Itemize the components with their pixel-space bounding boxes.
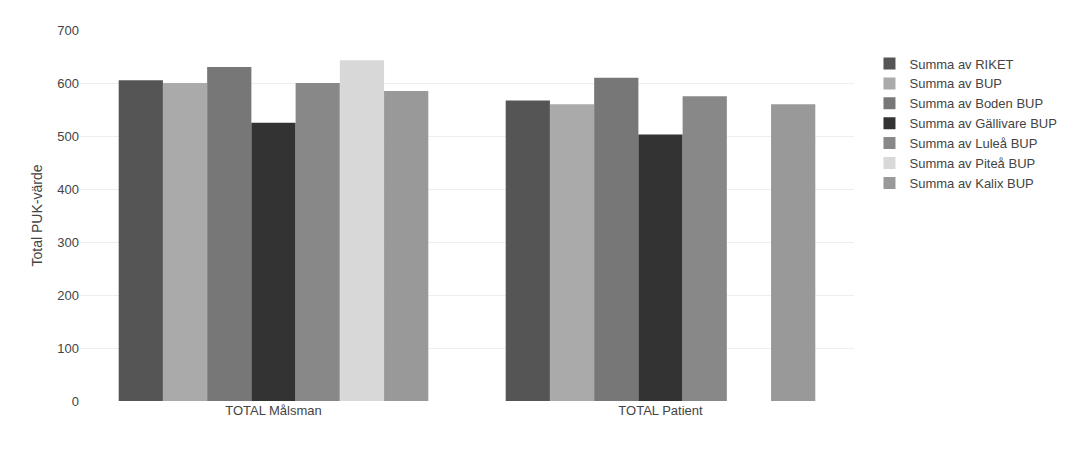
svg-text:Summa av Gällivare BUP: Summa av Gällivare BUP	[909, 116, 1056, 131]
svg-text:100: 100	[57, 341, 79, 356]
svg-text:0: 0	[72, 394, 79, 409]
svg-text:300: 300	[57, 235, 79, 250]
svg-text:200: 200	[57, 288, 79, 303]
svg-text:Summa av RIKET: Summa av RIKET	[909, 57, 1013, 72]
svg-text:700: 700	[57, 23, 79, 38]
svg-text:Summa av Boden BUP: Summa av Boden BUP	[909, 96, 1043, 111]
svg-text:Summa av BUP: Summa av BUP	[909, 76, 1001, 91]
svg-text:400: 400	[57, 182, 79, 197]
svg-text:TOTAL Målsman: TOTAL Målsman	[225, 403, 322, 418]
svg-text:TOTAL Patient: TOTAL Patient	[618, 403, 703, 418]
svg-text:Summa av Luleå BUP: Summa av Luleå BUP	[909, 136, 1037, 151]
svg-text:Summa av Piteå BUP: Summa av Piteå BUP	[909, 156, 1035, 171]
svg-text:Summa av Kalix BUP: Summa av Kalix BUP	[909, 176, 1033, 191]
svg-text:600: 600	[57, 76, 79, 91]
svg-text:Total PUK-värde: Total PUK-värde	[29, 164, 45, 266]
svg-text:500: 500	[57, 129, 79, 144]
